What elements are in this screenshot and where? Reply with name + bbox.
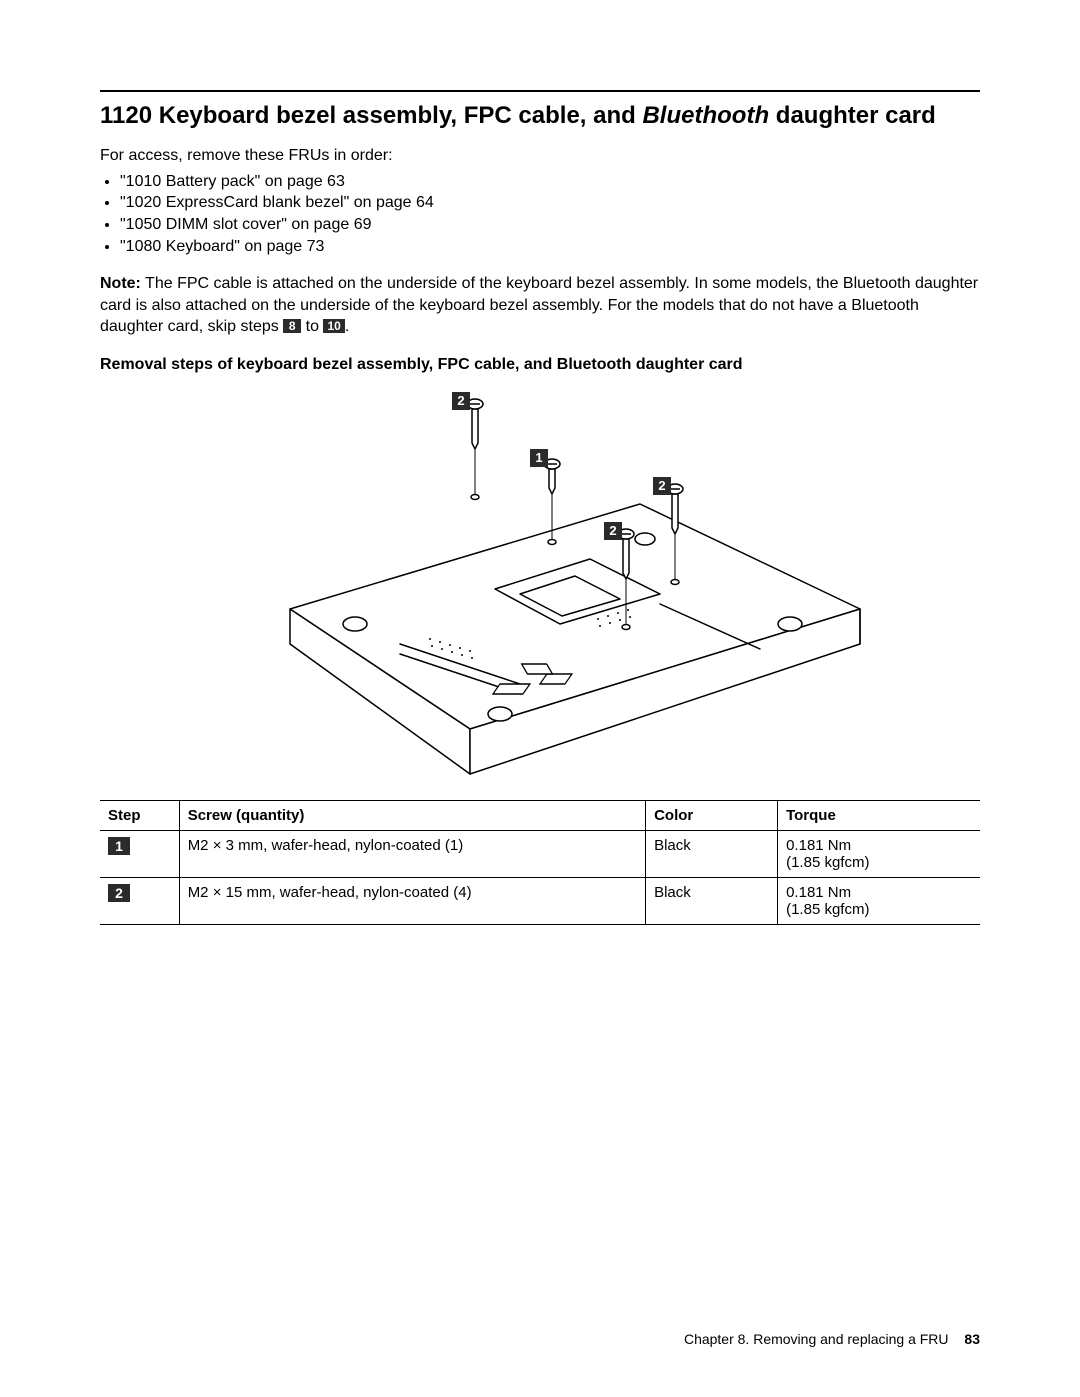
fru-item: "1050 DIMM slot cover" on page 69 <box>120 214 980 236</box>
th-step: Step <box>100 800 179 830</box>
svg-text:2: 2 <box>609 523 616 538</box>
table-row: 1 M2 × 3 mm, wafer-head, nylon-coated (1… <box>100 830 980 877</box>
svg-text:2: 2 <box>658 478 665 493</box>
exploded-diagram: 2 1 2 2 <box>100 384 980 784</box>
th-torque: Torque <box>778 800 980 830</box>
title-italic: Bluethooth <box>642 102 769 129</box>
note-period: . <box>345 318 349 335</box>
th-screw: Screw (quantity) <box>179 800 645 830</box>
cell-screw: M2 × 3 mm, wafer-head, nylon-coated (1) <box>179 830 645 877</box>
footer-page-number: 83 <box>964 1331 980 1347</box>
torque-l2: (1.85 kgfcm) <box>786 901 869 918</box>
removal-subhead: Removal steps of keyboard bezel assembly… <box>100 356 980 374</box>
svg-text:2: 2 <box>457 393 464 408</box>
cell-step: 2 <box>100 877 179 924</box>
step-box-icon: 1 <box>108 837 130 855</box>
footer-chapter: Chapter 8. Removing and replacing a FRU <box>684 1331 949 1347</box>
note-paragraph: Note: The FPC cable is attached on the u… <box>100 273 980 338</box>
note-between: to <box>301 318 323 335</box>
cell-torque: 0.181 Nm (1.85 kgfcm) <box>778 877 980 924</box>
torque-l1: 0.181 Nm <box>786 837 851 854</box>
step-box-icon: 2 <box>108 884 130 902</box>
torque-l2: (1.85 kgfcm) <box>786 854 869 871</box>
page-footer: Chapter 8. Removing and replacing a FRU … <box>684 1331 980 1347</box>
note-label: Note: <box>100 275 141 292</box>
fru-list: "1010 Battery pack" on page 63 "1020 Exp… <box>100 171 980 257</box>
torque-l1: 0.181 Nm <box>786 884 851 901</box>
cell-step: 1 <box>100 830 179 877</box>
title-suffix: daughter card <box>769 102 936 129</box>
title-prefix: 1120 Keyboard bezel assembly, FPC cable,… <box>100 102 642 129</box>
top-rule <box>100 90 980 92</box>
step-ref-icon: 8 <box>283 319 301 333</box>
screw-table: Step Screw (quantity) Color Torque 1 M2 … <box>100 800 980 925</box>
fru-item: "1020 ExpressCard blank bezel" on page 6… <box>120 192 980 214</box>
fru-item: "1080 Keyboard" on page 73 <box>120 236 980 258</box>
page: 1120 Keyboard bezel assembly, FPC cable,… <box>0 0 1080 1397</box>
table-header-row: Step Screw (quantity) Color Torque <box>100 800 980 830</box>
fru-item: "1010 Battery pack" on page 63 <box>120 171 980 193</box>
step-ref-icon: 10 <box>323 319 344 333</box>
cell-color: Black <box>646 830 778 877</box>
section-title: 1120 Keyboard bezel assembly, FPC cable,… <box>100 100 980 131</box>
svg-text:1: 1 <box>535 450 542 465</box>
cell-color: Black <box>646 877 778 924</box>
table-row: 2 M2 × 15 mm, wafer-head, nylon-coated (… <box>100 877 980 924</box>
diagram-svg: 2 1 2 2 <box>100 384 980 784</box>
intro-text: For access, remove these FRUs in order: <box>100 145 980 167</box>
note-text-1: The FPC cable is attached on the undersi… <box>100 275 978 335</box>
th-color: Color <box>646 800 778 830</box>
cell-torque: 0.181 Nm (1.85 kgfcm) <box>778 830 980 877</box>
cell-screw: M2 × 15 mm, wafer-head, nylon-coated (4) <box>179 877 645 924</box>
